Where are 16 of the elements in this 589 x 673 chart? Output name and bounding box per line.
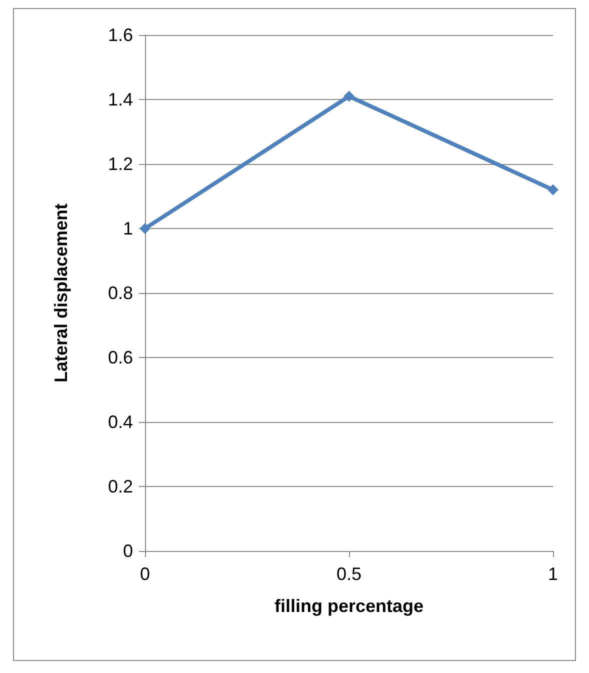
x-axis-title: filling percentage [274,596,424,616]
y-tick-label: 0.8 [108,283,133,303]
y-tick-label: 0.4 [108,412,133,432]
y-tick-label: 1.4 [108,90,133,110]
point [344,90,354,102]
y-tick-label: 1.6 [108,25,133,45]
x-tick-label: 0.5 [336,564,362,584]
x-tick-label: 1 [548,564,558,584]
y-axis-title: Lateral displacement [51,203,71,383]
y-tick-label: 1 [122,218,133,238]
y-tick-label: 1.2 [108,154,133,174]
point [548,184,558,196]
y-tick-label: 0.6 [108,348,133,368]
y-tick-label: 0.2 [108,476,133,496]
y-tick-label: 0 [122,541,133,561]
x-tick-label: 0 [140,564,150,584]
